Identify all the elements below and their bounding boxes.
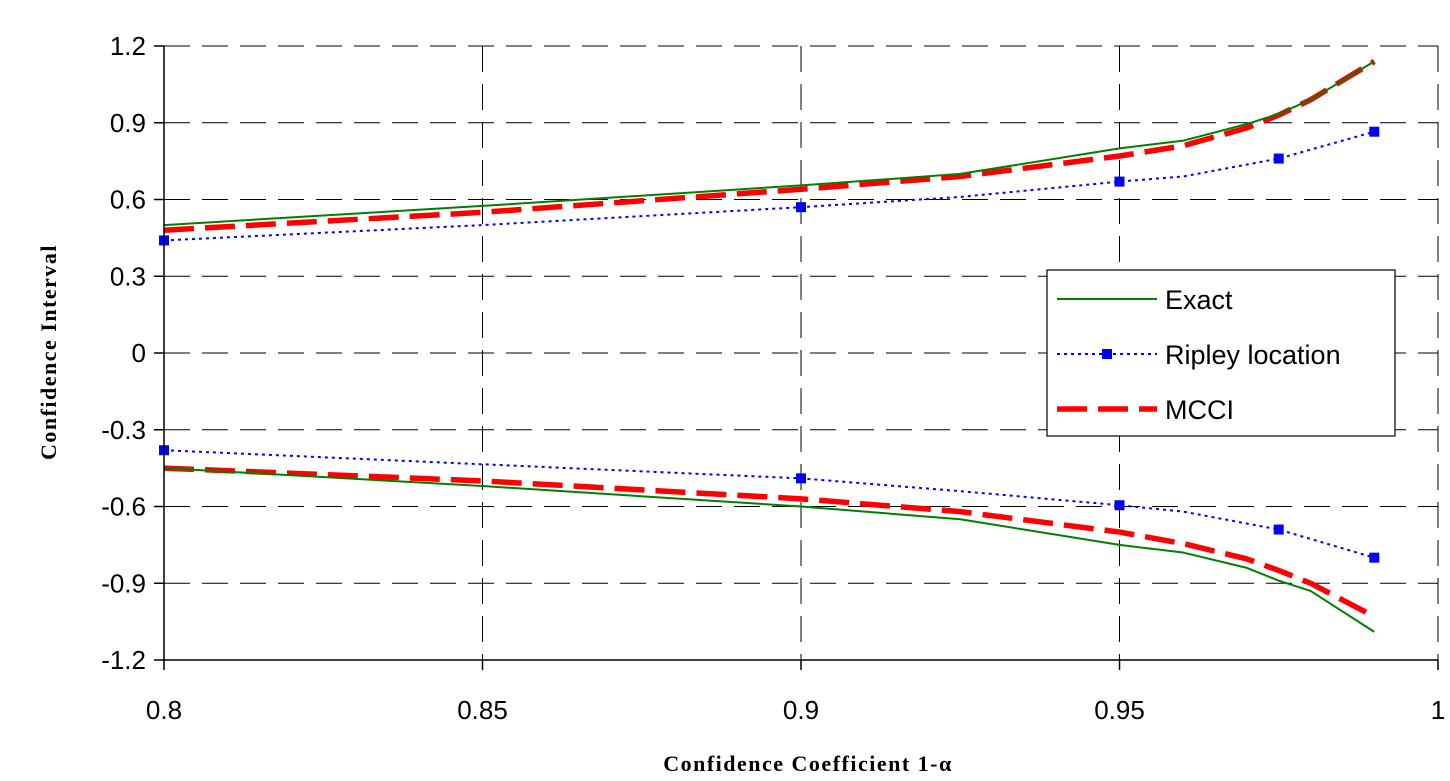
y-tick-label: -1.2 (101, 645, 146, 675)
series-ripley-location-marker (1114, 500, 1125, 511)
series-exact-lower-line (163, 467, 1375, 633)
axes (154, 45, 1439, 670)
y-tick-label: -0.3 (101, 415, 146, 445)
legend: Exact Ripley location MCCI (1046, 269, 1396, 437)
x-tick-label: 0.85 (457, 695, 508, 725)
gridlines (164, 45, 1439, 660)
y-tick-label: 0 (132, 338, 146, 368)
legend-label-ripley-location: Ripley location (1165, 340, 1341, 370)
x-tick-label: 0.8 (146, 695, 182, 725)
x-tick-label: 0.9 (783, 695, 819, 725)
y-tick-label: 0.3 (110, 261, 146, 291)
series-mcci-lower-line (163, 465, 1376, 619)
series-ripley-location-marker (796, 473, 806, 484)
legend-marker-ripley-location (1102, 349, 1112, 359)
y-tick-label: 0.9 (110, 108, 146, 138)
y-tick-label: -0.6 (101, 492, 146, 522)
series-ripley-location-marker (1369, 552, 1380, 563)
y-tick-label: 0.6 (110, 185, 146, 215)
y-axis-title: Confidence Interval (36, 244, 61, 460)
series-ripley-location-marker (1273, 524, 1284, 535)
series-mcci-upper-line (163, 58, 1376, 233)
x-tick-label: 1 (1431, 695, 1445, 725)
series-ripley-location-marker (1114, 176, 1125, 187)
series-exact-upper-line (163, 60, 1375, 227)
series-ripley-location-lower-line (163, 449, 1375, 559)
legend-label-exact: Exact (1165, 285, 1233, 315)
series-ripley-location-marker (1273, 153, 1284, 164)
x-axis-title: Confidence Coefficient 1-α (663, 751, 953, 776)
y-tick-label: 1.2 (110, 31, 146, 61)
x-tick-label: 0.95 (1094, 695, 1145, 725)
legend-label-mcci: MCCI (1165, 395, 1234, 425)
y-tick-labels: 1.2 0.9 0.6 0.3 0 -0.3 -0.6 -0.9 -1.2 (101, 31, 146, 675)
series-layer (159, 58, 1380, 633)
series-ripley-location-marker (1369, 126, 1380, 137)
y-tick-label: -0.9 (101, 568, 146, 598)
series-ripley-location-upper-line (163, 130, 1375, 242)
series-ripley-location-marker (796, 202, 806, 213)
x-tick-labels: 0.8 0.85 0.9 0.95 1 (146, 695, 1445, 725)
